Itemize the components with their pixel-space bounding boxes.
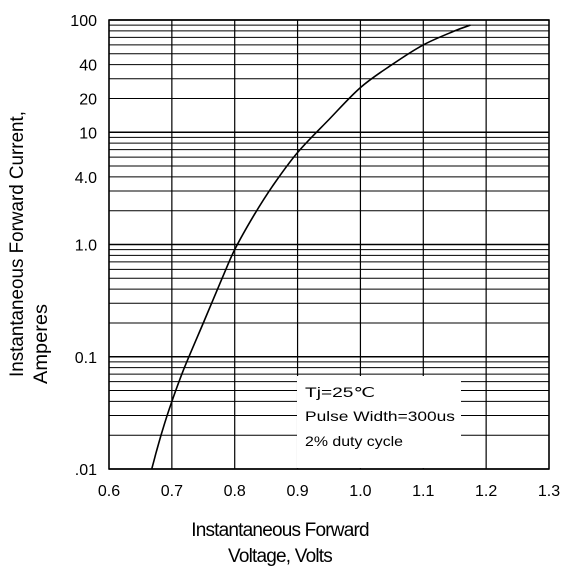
plot-frame <box>108 19 550 470</box>
y-tick-label: 1.0 <box>75 238 97 255</box>
legend-line-2: Pulse Width=300us <box>305 408 455 424</box>
x-axis-title: Instantaneous Forward Voltage, Volts <box>150 518 410 570</box>
x-tick-label: 0.9 <box>286 483 308 500</box>
x-tick-label: 1.0 <box>349 483 371 500</box>
y-tick-label: 100 <box>70 13 97 30</box>
tick-labels: .01 0.1 1.0 4.0 10 20 40 100 0.6 0.7 0.8 0.9 1.0 1.1 1… <box>70 13 560 500</box>
y-tick-label: 0.1 <box>75 350 97 367</box>
legend-background <box>297 376 461 468</box>
y-tick-label: 40 <box>79 58 97 75</box>
x-tick-label: 1.2 <box>475 483 497 500</box>
legend-box: Tj=25℃ Pulse Width=300us 2% duty cycle <box>297 376 461 468</box>
x-tick-label: 0.8 <box>224 483 246 500</box>
curve-layer <box>150 24 471 470</box>
y-tick-label: 10 <box>79 125 97 142</box>
x-tick-label: 0.7 <box>161 483 183 500</box>
y-tick-label: 4.0 <box>75 170 97 187</box>
x-axis-title-line-1: Instantaneous Forward <box>191 520 369 541</box>
y-tick-label: .01 <box>75 462 97 479</box>
x-tick-label: 1.3 <box>538 483 560 500</box>
y-axis-title-line-2: Amperes <box>31 304 52 384</box>
x-tick-label: 0.6 <box>98 483 120 500</box>
legend-line-3: 2% duty cycle <box>305 433 403 449</box>
forward-current-curve <box>150 24 471 470</box>
y-tick-label: 20 <box>79 91 97 108</box>
legend-line-1: Tj=25℃ <box>305 384 375 400</box>
x-tick-label: 1.1 <box>412 483 434 500</box>
x-axis-title-line-2: Voltage, Volts <box>228 546 333 567</box>
y-axis-title-line-1: Instantaneous Forward Current, <box>7 111 28 377</box>
minor-gridlines <box>109 24 549 436</box>
